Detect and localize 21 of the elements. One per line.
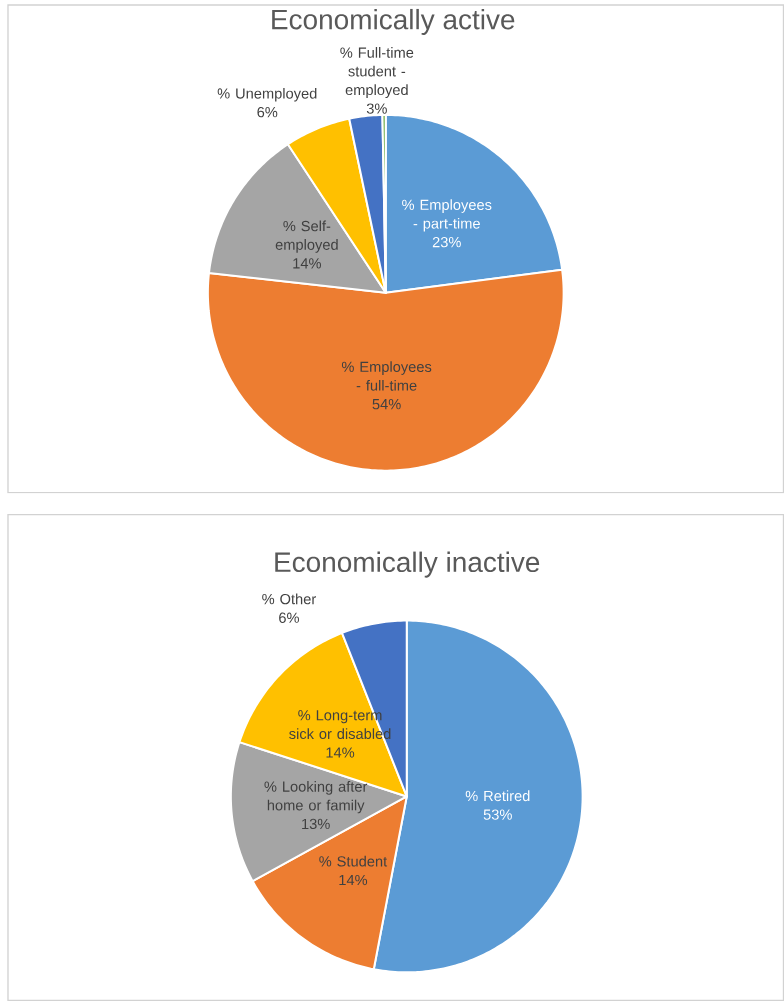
data-label: 14% xyxy=(326,747,355,758)
slice-label: % Looking after home or family xyxy=(264,781,368,814)
data-label: 54% xyxy=(372,399,401,410)
slice-label: % Retired xyxy=(465,790,530,802)
data-label: 14% xyxy=(339,874,368,886)
slice-label: % Student xyxy=(319,855,388,867)
data-label: 6% xyxy=(257,106,278,118)
data-label: 13% xyxy=(302,818,330,830)
slice-label: % Self-employed xyxy=(275,220,338,253)
slice-label: % Other xyxy=(262,593,316,605)
data-label: 6% xyxy=(279,612,299,623)
slice-label: % Unemployed xyxy=(217,87,317,102)
data-label: 14% xyxy=(293,258,321,269)
data-label: 53% xyxy=(483,809,512,820)
slice-label: % Employees - full-time xyxy=(341,361,432,391)
data-label: 23% xyxy=(432,236,461,248)
data-label: 3% xyxy=(366,103,387,114)
slice-label: % Employees - part-time xyxy=(402,199,492,232)
chart-title: Economically active xyxy=(272,8,515,36)
chart-title: Economically inactive xyxy=(275,551,540,578)
slice-label: % Full-time student - employed xyxy=(340,47,414,98)
